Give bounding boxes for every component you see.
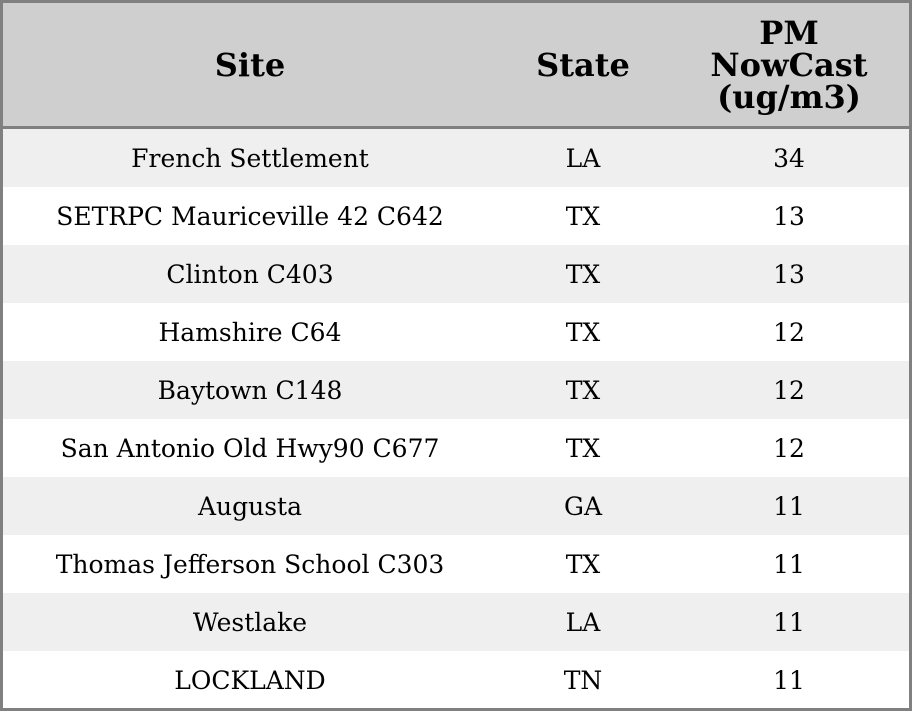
- cell-pm-nowcast: 13: [773, 201, 805, 231]
- cell-state: TX: [565, 317, 601, 347]
- cell-site: Clinton C403: [166, 259, 334, 289]
- table-row: San Antonio Old Hwy90 C677 TX 12: [3, 419, 909, 477]
- cell-site: SETRPC Mauriceville 42 C642: [56, 201, 444, 231]
- table-row: LOCKLAND TN 11: [3, 651, 909, 708]
- cell-state: TN: [563, 665, 603, 695]
- cell-site: Baytown C148: [157, 375, 343, 405]
- table-row: Westlake LA 11: [3, 593, 909, 651]
- cell-pm-nowcast: 11: [773, 491, 805, 521]
- table-header-row: Site State PM NowCast (ug/m3): [3, 3, 909, 129]
- cell-site: San Antonio Old Hwy90 C677: [60, 433, 440, 463]
- cell-pm-nowcast: 12: [773, 433, 805, 463]
- cell-state: TX: [565, 549, 601, 579]
- table-row: French Settlement LA 34: [3, 129, 909, 187]
- cell-site: Thomas Jefferson School C303: [55, 549, 445, 579]
- cell-pm-nowcast: 12: [773, 375, 805, 405]
- table-row: Hamshire C64 TX 12: [3, 303, 909, 361]
- cell-state: TX: [565, 201, 601, 231]
- table-row: SETRPC Mauriceville 42 C642 TX 13: [3, 187, 909, 245]
- cell-site: Hamshire C64: [158, 317, 342, 347]
- cell-state: TX: [565, 375, 601, 405]
- column-header-site: Site: [214, 45, 286, 84]
- cell-state: LA: [565, 143, 601, 173]
- table-row: Thomas Jefferson School C303 TX 11: [3, 535, 909, 593]
- cell-pm-nowcast: 34: [773, 143, 805, 173]
- column-header-pm-nowcast: PM NowCast (ug/m3): [710, 13, 868, 116]
- cell-state: LA: [565, 607, 601, 637]
- table-row: Augusta GA 11: [3, 477, 909, 535]
- cell-site: French Settlement: [131, 143, 369, 173]
- cell-state: TX: [565, 259, 601, 289]
- cell-pm-nowcast: 13: [773, 259, 805, 289]
- column-header-state: State: [536, 45, 630, 84]
- cell-site: Westlake: [192, 607, 308, 637]
- cell-site: LOCKLAND: [174, 665, 326, 695]
- cell-state: GA: [563, 491, 603, 521]
- cell-site: Augusta: [197, 491, 303, 521]
- table-row: Clinton C403 TX 13: [3, 245, 909, 303]
- cell-pm-nowcast: 12: [773, 317, 805, 347]
- table-row: Baytown C148 TX 12: [3, 361, 909, 419]
- cell-pm-nowcast: 11: [773, 665, 805, 695]
- cell-state: TX: [565, 433, 601, 463]
- cell-pm-nowcast: 11: [773, 607, 805, 637]
- cell-pm-nowcast: 11: [773, 549, 805, 579]
- table-body: French Settlement LA 34 SETRPC Mauriceville…: [3, 129, 909, 708]
